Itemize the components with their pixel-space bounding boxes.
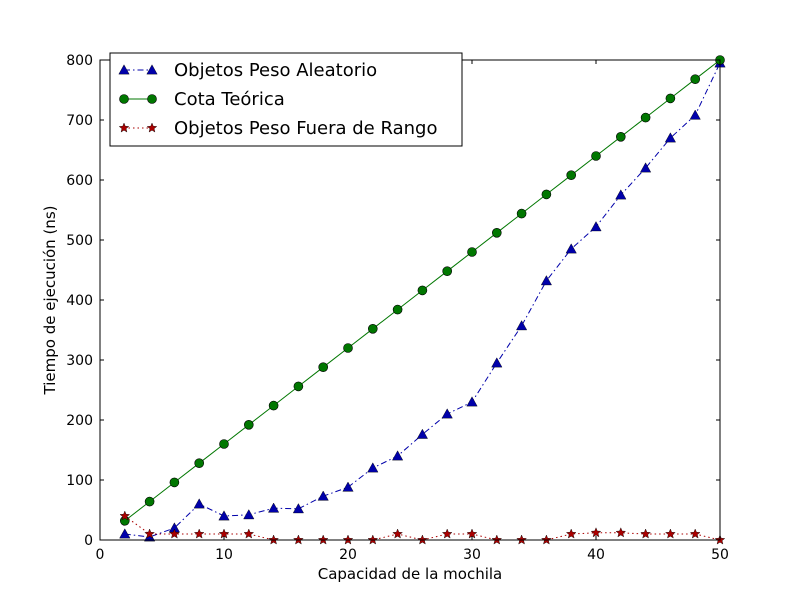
data-point	[690, 74, 701, 84]
legend-label-1: Cota Teórica	[174, 89, 285, 110]
data-point	[591, 151, 601, 161]
data-point	[665, 93, 676, 104]
data-point	[640, 112, 651, 123]
data-point	[119, 510, 131, 521]
data-point	[466, 528, 478, 539]
x-tick-label: 20	[339, 547, 357, 563]
y-tick-label: 700	[66, 113, 93, 129]
data-point	[640, 528, 651, 539]
data-point	[590, 221, 602, 232]
data-point	[317, 490, 329, 501]
data-point	[615, 189, 627, 200]
x-tick-label: 50	[711, 547, 729, 563]
data-point	[416, 428, 428, 439]
legend-marker	[146, 64, 158, 75]
legend: Objetos Peso Aleatorio Cota Teórica Obje…	[109, 52, 463, 147]
data-point	[417, 285, 428, 296]
x-tick-label: 0	[96, 547, 105, 563]
data-point	[516, 208, 527, 219]
data-point	[268, 400, 279, 411]
data-point	[565, 243, 577, 254]
legend-label-0: Objetos Peso Aleatorio	[174, 60, 377, 81]
data-point	[367, 323, 378, 334]
data-point	[219, 439, 229, 449]
y-tick-label: 500	[66, 233, 93, 249]
legend-label-2: Objetos Peso Fuera de Rango	[174, 118, 437, 139]
data-point	[689, 528, 701, 539]
data-point	[243, 528, 255, 539]
x-tick-label: 40	[587, 547, 605, 563]
data-point	[193, 528, 205, 539]
data-point	[293, 381, 304, 392]
legend-marker	[146, 122, 158, 133]
series-0	[119, 57, 726, 542]
data-point	[194, 458, 204, 469]
y-tick-label: 600	[66, 173, 93, 189]
series-1	[120, 55, 725, 526]
data-point	[466, 396, 478, 407]
y-tick-label: 100	[66, 473, 93, 489]
data-point	[218, 510, 230, 521]
legend-marker	[118, 122, 130, 133]
y-tick-label: 400	[66, 293, 93, 309]
data-point	[615, 527, 627, 538]
data-point	[392, 450, 404, 461]
y-tick-label: 200	[66, 413, 93, 429]
data-point	[367, 462, 379, 473]
data-point	[343, 343, 353, 353]
legend-box	[109, 52, 463, 147]
data-point	[392, 304, 403, 315]
y-tick-label: 800	[66, 53, 93, 69]
data-point	[467, 247, 477, 257]
x-axis-title: Capacidad de la mochila	[318, 565, 503, 583]
data-point	[342, 481, 354, 492]
data-point	[664, 132, 676, 143]
data-point	[590, 527, 602, 538]
data-point	[540, 275, 552, 286]
data-point	[169, 477, 180, 488]
data-point	[441, 528, 453, 539]
legend-marker	[119, 94, 129, 104]
data-point	[689, 109, 701, 120]
data-point	[640, 162, 652, 173]
y-axis-title: Tiempo de ejecución (ns)	[41, 206, 59, 396]
data-point	[243, 509, 255, 520]
data-point	[565, 528, 577, 539]
data-point	[491, 228, 502, 238]
data-point	[491, 357, 503, 368]
data-point	[615, 132, 626, 142]
data-point	[292, 503, 304, 514]
data-point	[244, 419, 254, 430]
data-point	[119, 528, 131, 539]
data-point	[566, 170, 577, 180]
y-tick-label: 0	[84, 533, 93, 549]
data-point	[218, 528, 230, 539]
x-tick-label: 10	[215, 547, 233, 563]
data-point	[144, 496, 155, 507]
series-layer	[119, 55, 726, 545]
legend-samples	[118, 64, 158, 133]
data-point	[442, 266, 453, 277]
data-point	[193, 498, 205, 509]
legend-marker	[147, 94, 157, 104]
data-point	[144, 528, 155, 539]
data-point	[516, 320, 528, 331]
y-tick-label: 300	[66, 353, 93, 369]
data-point	[169, 528, 180, 539]
data-point	[541, 189, 552, 200]
legend-marker	[118, 64, 130, 75]
data-point	[392, 528, 403, 539]
x-tick-label: 30	[463, 547, 481, 563]
data-point	[441, 408, 453, 419]
data-point	[268, 502, 280, 513]
data-point	[665, 528, 676, 539]
data-point	[318, 362, 329, 373]
